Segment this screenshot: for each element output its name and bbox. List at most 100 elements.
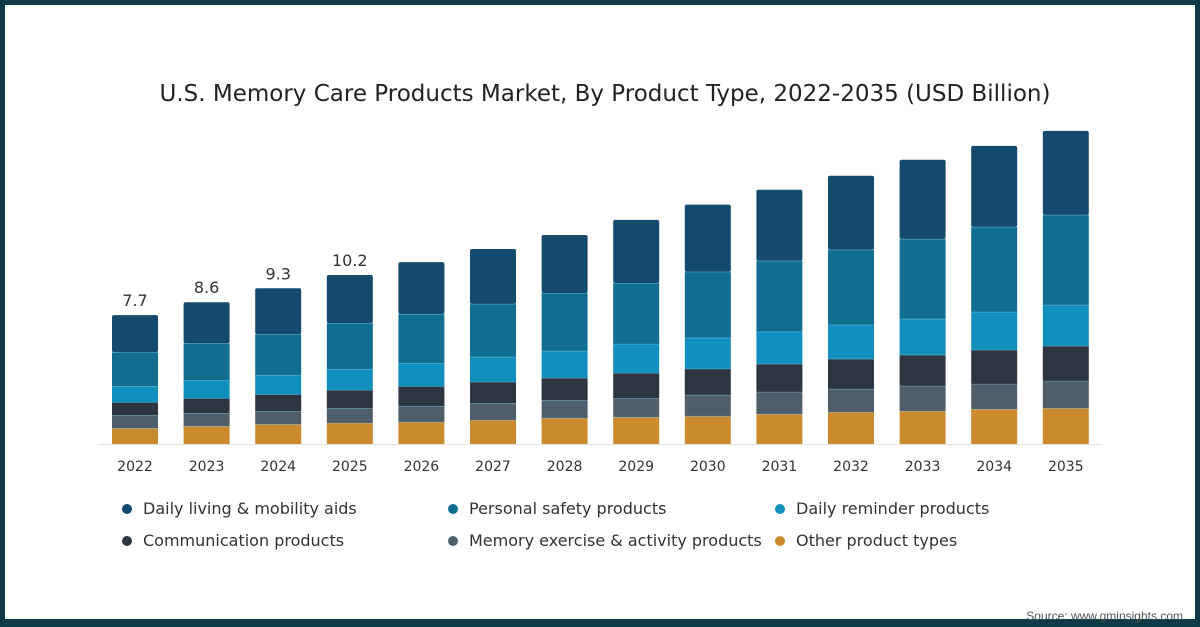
bar-segment-2022-1 — [112, 415, 158, 429]
x-tick-label: 2031 — [762, 459, 798, 475]
bar-segment-2026-2 — [398, 386, 445, 406]
bar-segment-2024-5 — [255, 288, 302, 335]
bar-segment-2031-4 — [756, 260, 803, 332]
x-tick-label: 2023 — [189, 459, 225, 475]
x-tick-label: 2027 — [475, 459, 511, 475]
legend-item: Daily reminder products — [775, 499, 989, 518]
bar-segment-2029-5 — [613, 219, 660, 283]
bar-segment-2035-5 — [1042, 130, 1089, 215]
bar-segment-2033-0 — [899, 410, 946, 444]
bar-segment-2028-4 — [541, 292, 588, 351]
bar-segment-2031-3 — [756, 331, 803, 364]
bar-segment-2034-3 — [971, 311, 1018, 350]
x-tick-label: 2030 — [690, 459, 726, 475]
x-tick-label: 2026 — [404, 459, 440, 475]
bar-segment-2023-5 — [183, 302, 230, 344]
bar-segment-2031-5 — [756, 189, 803, 261]
legend-swatch — [122, 503, 132, 514]
x-tick-label: 2028 — [547, 459, 583, 475]
bar-segment-2029-3 — [613, 343, 660, 373]
bar-segment-2034-2 — [971, 349, 1018, 384]
bar-segment-2024-0 — [255, 424, 302, 444]
legend-item: Other product types — [775, 531, 957, 550]
total-label-2022: 7.7 — [122, 291, 147, 310]
bar-segment-2033-3 — [899, 318, 946, 355]
legend-swatch — [775, 535, 785, 546]
bar-segment-2032-2 — [828, 358, 874, 389]
bar-segment-2030-1 — [684, 394, 731, 416]
bar-segment-2033-1 — [899, 385, 946, 411]
bar-segment-2030-2 — [684, 368, 731, 395]
bar-segment-2024-4 — [255, 334, 302, 376]
legend-swatch — [122, 535, 132, 546]
bar-segment-2032-0 — [828, 411, 874, 444]
bar-segment-2024-1 — [255, 411, 302, 425]
bar-segment-2028-5 — [541, 235, 588, 293]
bar-segment-2031-1 — [756, 391, 803, 414]
bar-segment-2022-0 — [112, 428, 158, 444]
bar-segment-2031-0 — [756, 413, 803, 444]
bar-segment-2030-4 — [684, 271, 731, 338]
x-tick-label: 2034 — [976, 459, 1012, 475]
bar-segment-2034-0 — [971, 408, 1018, 444]
bar-segment-2033-4 — [899, 238, 946, 319]
bar-segment-2034-1 — [971, 383, 1018, 409]
bar-segment-2025-3 — [326, 368, 373, 391]
bar-segment-2022-3 — [112, 386, 158, 403]
bar-segment-2025-0 — [326, 422, 373, 444]
x-tick-label: 2025 — [332, 459, 368, 475]
bar-segment-2035-4 — [1042, 214, 1089, 305]
bar-segment-2023-3 — [183, 380, 230, 399]
bar-segment-2025-4 — [326, 322, 373, 369]
bar-segment-2033-5 — [899, 159, 946, 239]
bar-segment-2028-3 — [541, 350, 588, 378]
legend-item: Memory exercise & activity products — [448, 531, 762, 550]
bar-segment-2023-1 — [183, 413, 230, 427]
bar-segment-2022-5 — [112, 315, 158, 353]
legend-label: Daily reminder products — [796, 499, 990, 518]
total-label-2024: 9.3 — [265, 264, 290, 283]
bar-segment-2024-3 — [255, 375, 302, 395]
legend-label: Communication products — [143, 531, 345, 550]
bar-segment-2029-1 — [613, 398, 660, 417]
bar-segment-2035-1 — [1042, 380, 1089, 408]
bar-segment-2026-0 — [398, 421, 445, 444]
bar-segment-2023-4 — [183, 343, 230, 381]
bar-segment-2026-4 — [398, 314, 445, 363]
bar-segment-2030-0 — [684, 415, 731, 444]
bar-segment-2026-5 — [398, 262, 445, 315]
bar-segment-2029-4 — [613, 282, 660, 344]
legend-swatch — [448, 503, 458, 514]
x-tick-label: 2033 — [905, 459, 941, 475]
bar-segment-2025-1 — [326, 407, 373, 423]
legend-swatch — [775, 503, 785, 514]
legend-label: Other product types — [796, 531, 958, 550]
bar-segment-2032-3 — [828, 324, 874, 359]
legend-item: Communication products — [122, 531, 344, 550]
bar-segment-2027-0 — [470, 419, 516, 444]
bar-segment-2022-2 — [112, 402, 158, 416]
legend-label: Personal safety products — [469, 499, 667, 518]
bar-segment-2034-5 — [971, 145, 1018, 227]
chart-title: U.S. Memory Care Products Market, By Pro… — [159, 81, 1051, 107]
bar-segment-2035-2 — [1042, 345, 1089, 381]
bar-segment-2029-2 — [613, 372, 660, 399]
bar-segment-2032-1 — [828, 388, 874, 412]
bar-segment-2032-5 — [828, 175, 874, 250]
bar-segment-2027-1 — [470, 402, 516, 420]
bar-segment-2030-5 — [684, 204, 731, 272]
bar-segment-2023-0 — [183, 426, 230, 444]
bar-segment-2028-1 — [541, 400, 588, 418]
legend-label: Memory exercise & activity products — [469, 531, 762, 550]
bar-segment-2035-3 — [1042, 304, 1089, 346]
bar-segment-2028-2 — [541, 377, 588, 401]
x-tick-label: 2035 — [1048, 459, 1084, 475]
total-label-2025: 10.2 — [332, 251, 368, 270]
bar-segment-2031-2 — [756, 363, 803, 392]
bar-segment-2026-3 — [398, 362, 445, 387]
bar-segment-2027-5 — [470, 248, 516, 304]
x-tick-label: 2022 — [117, 459, 153, 475]
bar-segment-2028-0 — [541, 417, 588, 444]
total-label-2023: 8.6 — [194, 278, 219, 297]
